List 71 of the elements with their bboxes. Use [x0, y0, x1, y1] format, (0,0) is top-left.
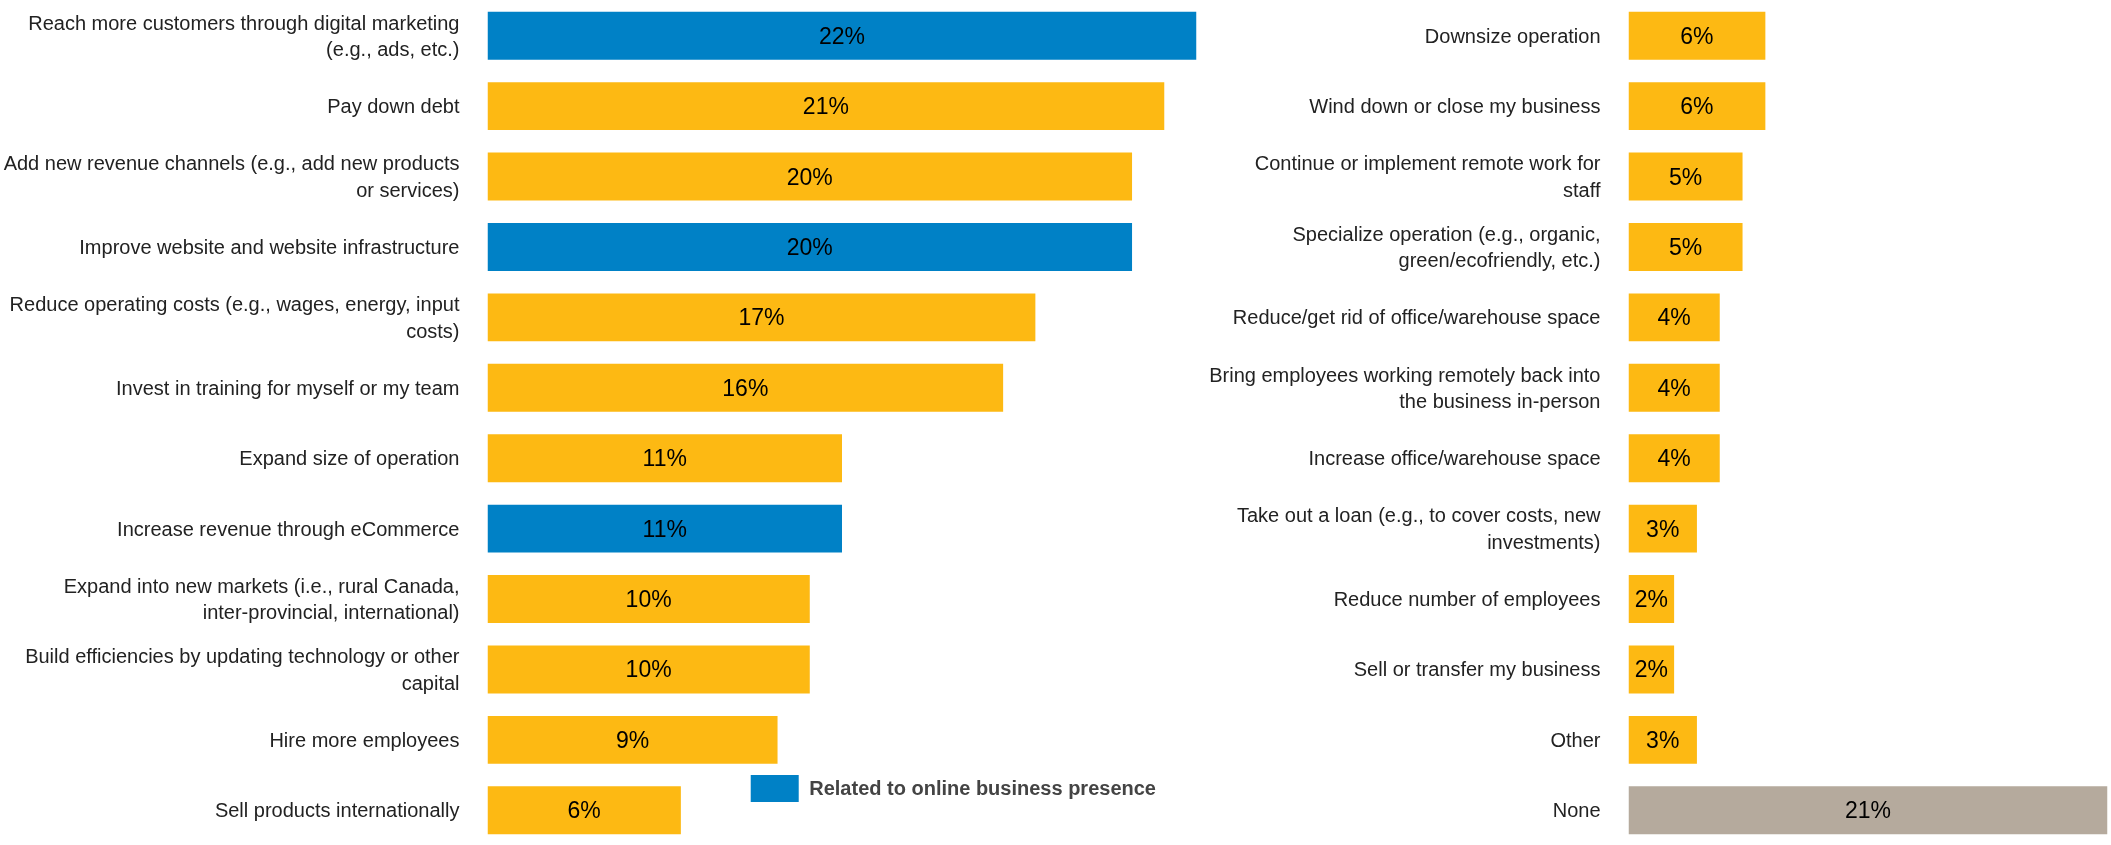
data-label: 3%: [1646, 515, 1680, 542]
data-label: 3%: [1646, 726, 1680, 753]
y-tick-label: Continue or implement remote work for staff: [1254, 152, 1601, 201]
data-label: 16%: [722, 374, 769, 401]
y-tick-label: Bring employees working remotely back into the business in-person: [1209, 363, 1601, 412]
bar: [1628, 434, 1720, 483]
data-label: 9%: [615, 726, 650, 753]
data-label: 22%: [818, 22, 866, 49]
y-tick-label: None: [1552, 799, 1601, 822]
bar: [487, 504, 842, 553]
data-label: 2%: [1634, 586, 1668, 613]
y-tick-label: Expand size of operation: [239, 447, 460, 470]
y-tick-label: Other: [1550, 728, 1601, 751]
data-label: 11%: [642, 445, 687, 472]
data-label: 5%: [1668, 163, 1703, 190]
bar: [1628, 786, 2108, 835]
data-label: 21%: [802, 93, 849, 120]
data-label: 20%: [786, 163, 833, 190]
bar: [487, 434, 842, 483]
data-label: 4%: [1657, 374, 1691, 401]
y-tick-label: Reduce number of employees: [1333, 588, 1601, 611]
y-tick-label: Downsize operation: [1424, 24, 1601, 47]
legend-label: Related to online business presence: [809, 776, 1156, 800]
y-tick-label: Specialize operation (e.g., organic, green/ecofriendly, etc.): [1292, 222, 1601, 272]
data-label: 4%: [1657, 445, 1691, 472]
data-label: 17%: [738, 304, 785, 331]
bar: [1628, 363, 1720, 412]
y-tick-label: Reach more customers through digital marketing (e.g., ads, etc.): [28, 11, 460, 60]
y-tick-label: Expand into new markets (i.e., rural Canada, inter-provincial, international): [63, 574, 460, 624]
bar: [487, 82, 1165, 131]
y-tick-label: Add new revenue channels (e.g., add new products or services): [3, 152, 460, 201]
bar: [487, 11, 1197, 60]
y-tick-label: Reduce operating costs (e.g., wages, energy, input costs): [9, 293, 460, 342]
y-tick-label: Improve website and website infrastructure: [79, 235, 460, 258]
data-label: 6%: [1680, 22, 1714, 49]
y-tick-label: Pay down debt: [327, 95, 460, 118]
bar: [1628, 504, 1697, 553]
y-tick-label: Reduce/get rid of office/warehouse space: [1232, 306, 1601, 329]
bar: [487, 786, 681, 835]
bar: [487, 152, 1133, 201]
bar: [487, 715, 778, 764]
bar: [487, 223, 1133, 271]
bar: [1628, 293, 1720, 342]
bar: [487, 293, 1036, 342]
data-label: 11%: [642, 515, 687, 542]
data-label: 6%: [567, 797, 601, 824]
y-tick-label: Take out a loan (e.g., to cover costs, new investments): [1236, 504, 1602, 553]
bar: [487, 363, 1004, 412]
y-tick-label: Hire more employees: [269, 728, 460, 751]
bar: [1628, 82, 1766, 131]
data-label: 20%: [786, 233, 833, 260]
y-tick-label: Wind down or close my business: [1309, 95, 1601, 118]
y-tick-label: Sell products internationally: [214, 799, 460, 822]
y-tick-label: Invest in training for myself or my team: [116, 376, 460, 399]
y-tick-label: Increase revenue through eCommerce: [117, 517, 460, 540]
bar: [1628, 152, 1743, 201]
bar: [487, 645, 810, 694]
bar: [1628, 11, 1766, 60]
y-tick-label: Sell or transfer my business: [1353, 658, 1601, 681]
bar: [1628, 715, 1697, 764]
data-label: 2%: [1634, 656, 1668, 683]
data-label: 10%: [625, 656, 672, 683]
bar: [1628, 223, 1743, 271]
y-tick-label: Build efficiencies by updating technology or other capital: [25, 645, 460, 694]
data-label: 6%: [1680, 93, 1714, 120]
bar: [487, 575, 810, 623]
data-label: 21%: [1844, 797, 1892, 824]
data-label: 10%: [625, 586, 672, 613]
y-tick-label: Increase office/warehouse space: [1308, 447, 1601, 470]
data-label: 5%: [1668, 233, 1703, 260]
data-label: 4%: [1657, 304, 1691, 331]
